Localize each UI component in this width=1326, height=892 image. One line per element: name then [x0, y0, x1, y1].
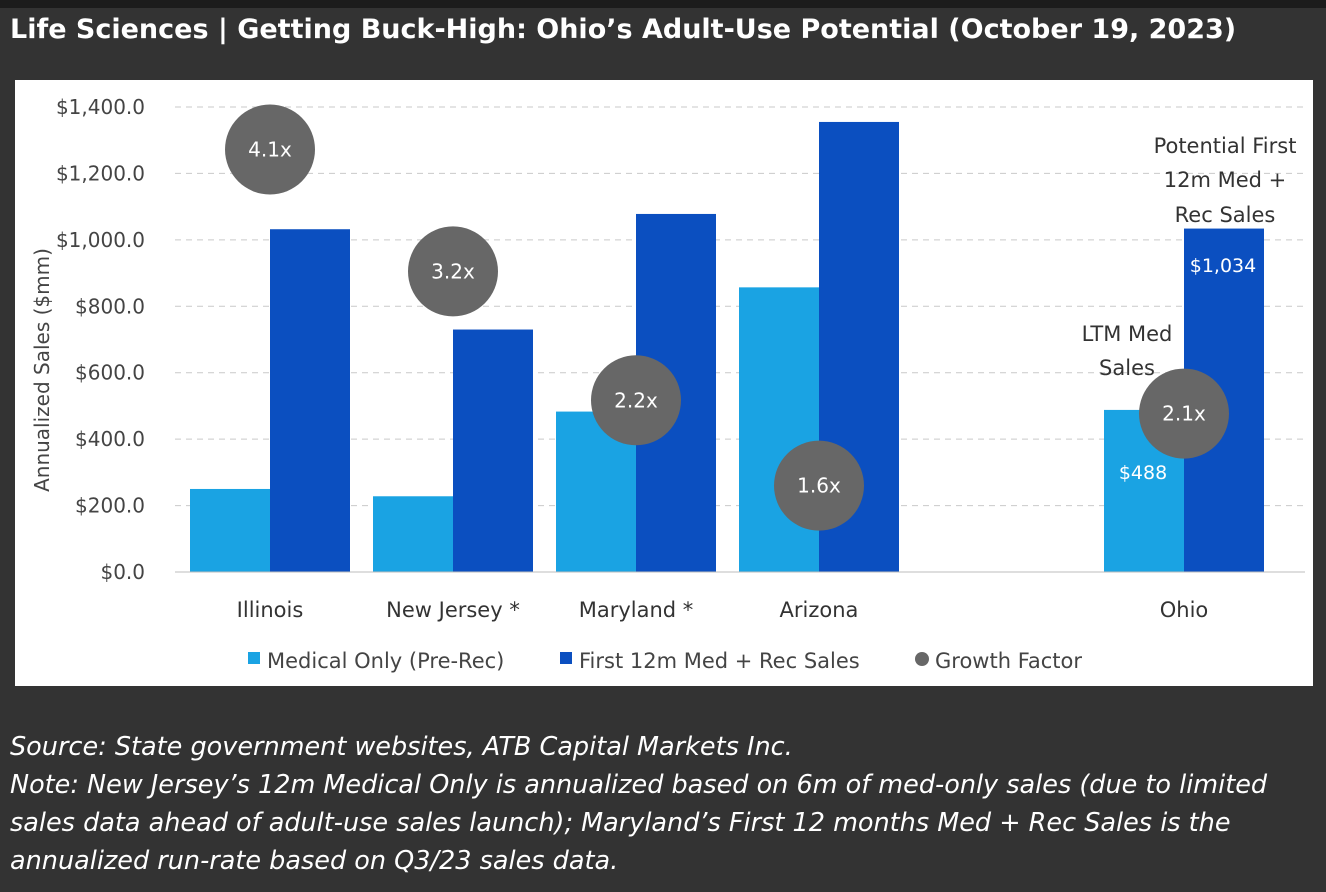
legend-swatch-medical [248, 652, 260, 664]
ltm-med-sales-label-line2: Sales [1099, 356, 1155, 380]
footnotes: Source: State government websites, ATB C… [10, 728, 1320, 880]
legend-label-first12m: First 12m Med + Rec Sales [579, 649, 860, 673]
growth-factor-circle-3 [774, 440, 864, 531]
bar-first12m-0 [270, 229, 350, 572]
potential-label-line1: Potential First [1154, 134, 1297, 158]
y-tick-label-3: $600.0 [75, 361, 145, 385]
potential-label-line3: Rec Sales [1175, 203, 1276, 227]
growth-factor-label-2: 2.2x [614, 388, 658, 412]
source-note: Source: State government websites, ATB C… [10, 732, 793, 762]
ohio-rec-value-label: $1,034 [1190, 255, 1256, 277]
y-tick-label-5: $1,000.0 [56, 228, 145, 252]
y-axis-label: Annualized Sales ($mm) [30, 248, 54, 492]
growth-factor-label-4: 2.1x [1162, 402, 1206, 426]
legend-swatch-growth [915, 652, 929, 666]
y-tick-label-7: $1,400.0 [56, 95, 145, 119]
growth-factor-label-0: 4.1x [248, 138, 292, 162]
methodology-note: Note: New Jersey’s 12m Medical Only is a… [10, 770, 1268, 876]
legend-label-medical: Medical Only (Pre-Rec) [267, 649, 504, 673]
bar-medical-3 [739, 287, 819, 572]
x-tick-label-3: Arizona [780, 598, 859, 622]
bar-medical-1 [373, 496, 453, 572]
annotations: $488 $1,034 LTM Med Sales Potential Firs… [1082, 134, 1297, 484]
growth-factor-circle-1 [408, 226, 498, 317]
ltm-med-sales-label-line1: LTM Med [1082, 322, 1173, 346]
legend-swatch-first12m [560, 652, 572, 664]
x-tick-label-0: Illinois [237, 598, 304, 622]
bar-first12m-1 [453, 329, 533, 572]
growth-factor-label-1: 3.2x [431, 259, 475, 283]
bar-medical-0 [190, 488, 270, 572]
page-title: Life Sciences | Getting Buck-High: Ohio’… [10, 14, 1237, 45]
y-tick-label-4: $800.0 [75, 294, 145, 318]
growth-factor-markers: 4.1x 3.2x 2.2x 1.6x 2.1x [225, 104, 1229, 531]
growth-factor-circle-0 [225, 104, 315, 195]
top-edge-bar [0, 0, 1326, 8]
x-axis-labels: Illinois New Jersey * Maryland * Arizona Ohi… [237, 598, 1209, 622]
x-tick-label-4: Ohio [1160, 598, 1209, 622]
y-tick-label-6: $1,200.0 [56, 161, 145, 185]
growth-factor-circle-4 [1139, 368, 1229, 459]
bars [190, 121, 1264, 573]
chart-panel: $0.0 $200.0 $400.0 $600.0 $800.0 $1,000.0 $1,2… [15, 80, 1313, 686]
potential-label-line2: 12m Med + [1164, 168, 1287, 192]
y-tick-label-1: $200.0 [75, 494, 145, 518]
y-tick-label-2: $400.0 [75, 427, 145, 451]
x-tick-label-1: New Jersey * [386, 598, 520, 622]
growth-factor-circle-2 [591, 355, 681, 446]
legend-label-growth: Growth Factor [935, 649, 1082, 673]
bar-chart: $0.0 $200.0 $400.0 $600.0 $800.0 $1,000.0 $1,2… [30, 95, 1305, 673]
legend: Medical Only (Pre-Rec) First 12m Med + R… [248, 649, 1082, 673]
growth-factor-label-3: 1.6x [797, 474, 841, 498]
x-tick-label-2: Maryland * [579, 598, 694, 622]
y-tick-label-0: $0.0 [100, 560, 145, 584]
y-axis-ticks: $0.0 $200.0 $400.0 $600.0 $800.0 $1,000.0 $1,2… [56, 95, 145, 584]
ohio-med-value-label: $488 [1119, 462, 1167, 484]
